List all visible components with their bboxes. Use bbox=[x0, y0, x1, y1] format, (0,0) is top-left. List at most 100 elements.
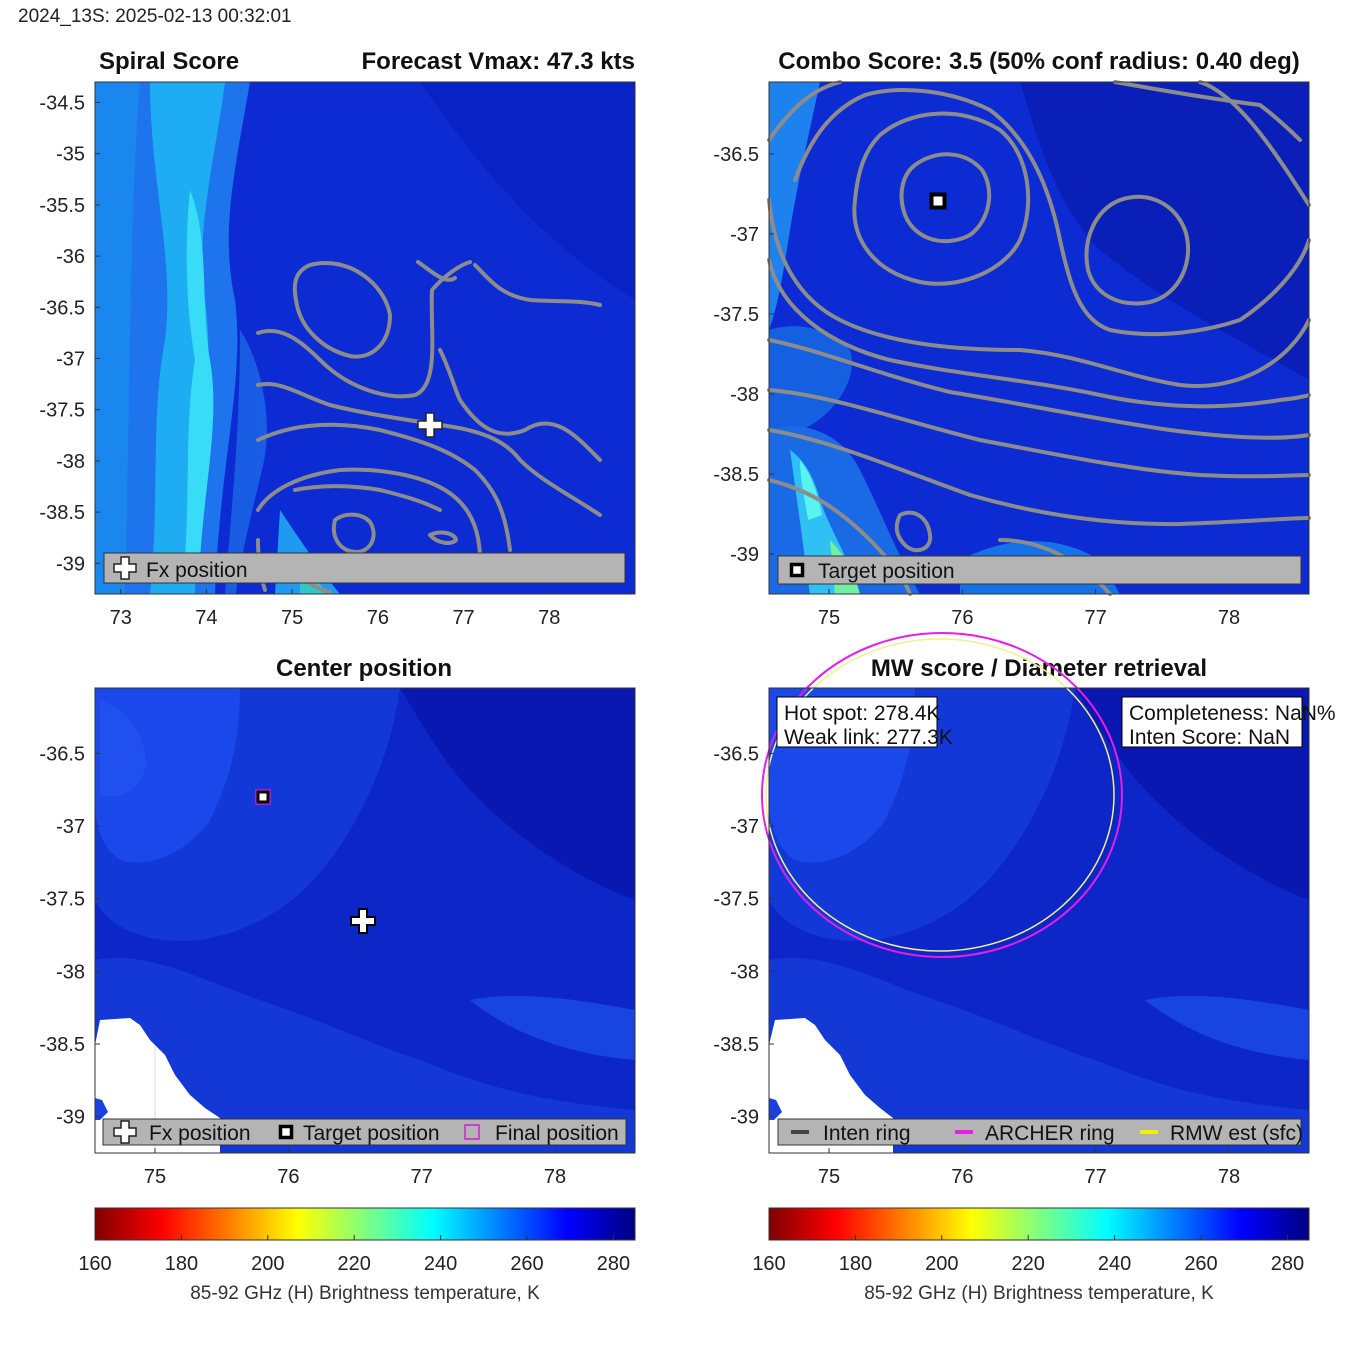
spiral-ytick-label: -37 bbox=[56, 348, 85, 370]
spiral-ytick-label: -38.5 bbox=[39, 502, 85, 524]
spiral-ytick-label: -34.5 bbox=[39, 92, 85, 114]
mw-xtick-label: 75 bbox=[818, 1166, 840, 1188]
spiral-ytick-label: -37.5 bbox=[39, 400, 85, 422]
mw-ytick-label: -38 bbox=[730, 961, 759, 983]
combo-ytick-label: -36.5 bbox=[713, 144, 759, 166]
mw-xtick-label: 78 bbox=[1218, 1166, 1240, 1188]
center-fx-marker bbox=[350, 908, 376, 934]
mw-panel: MW score / Diameter retrieval Hot spot: … bbox=[713, 632, 1336, 1188]
center-xtick-label: 75 bbox=[144, 1166, 166, 1188]
combo-title: Combo Score: 3.5 (50% conf radius: 0.40 … bbox=[778, 48, 1299, 75]
mw-ytick-label: -37 bbox=[730, 816, 759, 838]
mw-legend-inten-label: Inten ring bbox=[823, 1122, 911, 1145]
mw-brightness-field bbox=[769, 688, 1309, 1153]
center-legend-final-icon bbox=[464, 1124, 480, 1140]
colorbar-tick-label: 200 bbox=[925, 1253, 958, 1275]
colorbar-tick-label: 260 bbox=[1184, 1253, 1217, 1275]
mw-legend-archer-label: ARCHER ring bbox=[985, 1122, 1115, 1145]
colorbar-tick-label: 240 bbox=[424, 1253, 457, 1275]
colorbar-tick-label: 280 bbox=[1271, 1253, 1304, 1275]
combo-xtick-label: 76 bbox=[951, 607, 973, 629]
center-panel: Center position Fx position bbox=[39, 655, 636, 1188]
mw-axis-ticks: 75 76 77 78 -36.5 -37 -37.5 -38 -38.5 -39 bbox=[713, 743, 1240, 1188]
spiral-panel: Spiral Score Forecast Vmax: 47.3 kts bbox=[39, 48, 636, 629]
colorbar-right-label: 85-92 GHz (H) Brightness temperature, K bbox=[864, 1283, 1214, 1304]
combo-ytick-label: -39 bbox=[730, 544, 759, 566]
mw-score-box: Completeness: NaN% Inten Score: NaN bbox=[1121, 696, 1336, 749]
mw-legend-rmw-label: RMW est (sfc) bbox=[1170, 1122, 1303, 1145]
mw-legend: Inten ring ARCHER ring RMW est (sfc) bbox=[777, 1118, 1303, 1146]
center-legend-final-label: Final position bbox=[495, 1122, 619, 1145]
center-target-marker bbox=[255, 789, 271, 805]
center-ytick-label: -36.5 bbox=[39, 743, 85, 765]
colorbar-tick-label: 160 bbox=[752, 1253, 785, 1275]
spiral-xtick-label: 73 bbox=[110, 607, 132, 629]
combo-panel: Combo Score: 3.5 (50% conf radius: 0.40 … bbox=[713, 48, 1311, 629]
center-frame bbox=[94, 687, 636, 1154]
center-ytick-label: -39 bbox=[56, 1107, 85, 1129]
colorbar-tick-label: 180 bbox=[165, 1253, 198, 1275]
colorbar-left-label: 85-92 GHz (H) Brightness temperature, K bbox=[190, 1283, 540, 1304]
combo-xtick-label: 78 bbox=[1218, 607, 1240, 629]
spiral-legend: Fx position bbox=[103, 552, 626, 584]
mw-ytick-label: -38.5 bbox=[713, 1034, 759, 1056]
center-legend-target-icon bbox=[278, 1124, 294, 1140]
spiral-title-left: Spiral Score bbox=[99, 48, 239, 75]
spiral-ytick-label: -39 bbox=[56, 553, 85, 575]
center-ytick-label: -38.5 bbox=[39, 1034, 85, 1056]
spiral-legend-fx-label: Fx position bbox=[146, 559, 248, 582]
mw-rmw-ring bbox=[765, 638, 1115, 952]
center-xtick-label: 76 bbox=[277, 1166, 299, 1188]
mw-weak-link: Weak link: 277.3K bbox=[784, 726, 953, 749]
colorbar-tick-label: 240 bbox=[1098, 1253, 1131, 1275]
mw-inten-score: Inten Score: NaN bbox=[1129, 726, 1290, 749]
colorbar-right-ticks: 160 180 200 220 240 260 280 bbox=[752, 1235, 1304, 1275]
center-xtick-label: 77 bbox=[411, 1166, 433, 1188]
mw-ytick-label: -36.5 bbox=[713, 743, 759, 765]
center-legend: Fx position Target position Final positi… bbox=[102, 1118, 627, 1146]
mw-archer-ring bbox=[761, 632, 1123, 958]
spiral-xtick-label: 76 bbox=[367, 607, 389, 629]
spiral-frame bbox=[94, 81, 636, 595]
combo-ytick-label: -38 bbox=[730, 384, 759, 406]
mw-rings bbox=[761, 632, 1123, 958]
mw-completeness: Completeness: NaN% bbox=[1129, 702, 1336, 725]
colorbar-tick-label: 180 bbox=[839, 1253, 872, 1275]
center-brightness-field bbox=[95, 688, 635, 1153]
colorbar-left-scale bbox=[94, 1207, 636, 1241]
colorbar-tick-label: 200 bbox=[251, 1253, 284, 1275]
mw-hot-spot: Hot spot: 278.4K bbox=[784, 702, 940, 725]
mw-xtick-label: 77 bbox=[1085, 1166, 1107, 1188]
spiral-ytick-label: -35.5 bbox=[39, 195, 85, 217]
spiral-ytick-label: -38 bbox=[56, 451, 85, 473]
center-ytick-label: -37 bbox=[56, 816, 85, 838]
figure-timestamp: 2024_13S: 2025-02-13 00:32:01 bbox=[18, 6, 292, 27]
center-legend-fx-label: Fx position bbox=[149, 1122, 251, 1145]
combo-frame bbox=[768, 81, 1310, 595]
colorbar-tick-label: 280 bbox=[597, 1253, 630, 1275]
combo-target-marker bbox=[929, 192, 947, 210]
mw-xtick-label: 76 bbox=[951, 1166, 973, 1188]
combo-legend-target-label: Target position bbox=[818, 560, 955, 583]
colorbar-right: 160 180 200 220 240 260 280 85-92 GHz (H) Brig… bbox=[752, 1207, 1310, 1304]
spiral-xtick-label: 74 bbox=[195, 607, 217, 629]
colorbar-tick-label: 220 bbox=[338, 1253, 371, 1275]
center-axis-ticks: 75 76 77 78 -36.5 -37 -37.5 -38 -38.5 -39 bbox=[39, 743, 566, 1188]
colorbar-left: 160 180 200 220 240 260 280 85-92 GHz (H) Brig… bbox=[78, 1207, 636, 1304]
mw-frame bbox=[768, 687, 1310, 1154]
center-ytick-label: -37.5 bbox=[39, 889, 85, 911]
colorbar-left-ticks: 160 180 200 220 240 260 280 bbox=[78, 1235, 630, 1275]
combo-axis-ticks: 75 76 77 78 -36.5 -37 -37.5 -38 -38.5 -39 bbox=[713, 144, 1240, 629]
mw-ytick-label: -39 bbox=[730, 1107, 759, 1129]
center-legend-target-label: Target position bbox=[303, 1122, 440, 1145]
spiral-ytick-label: -36 bbox=[56, 246, 85, 268]
mw-ytick-label: -37.5 bbox=[713, 889, 759, 911]
combo-ytick-label: -37.5 bbox=[713, 304, 759, 326]
spiral-axis-ticks: 73 74 75 76 77 78 -34.5 -35 -35.5 -36 -36.5 -37 -37.… bbox=[39, 92, 560, 629]
spiral-ytick-label: -35 bbox=[56, 144, 85, 166]
colorbar-tick-label: 160 bbox=[78, 1253, 111, 1275]
spiral-xtick-label: 77 bbox=[452, 607, 474, 629]
mw-hotspot-box: Hot spot: 278.4K Weak link: 277.3K bbox=[776, 696, 953, 749]
center-title: Center position bbox=[276, 655, 452, 682]
